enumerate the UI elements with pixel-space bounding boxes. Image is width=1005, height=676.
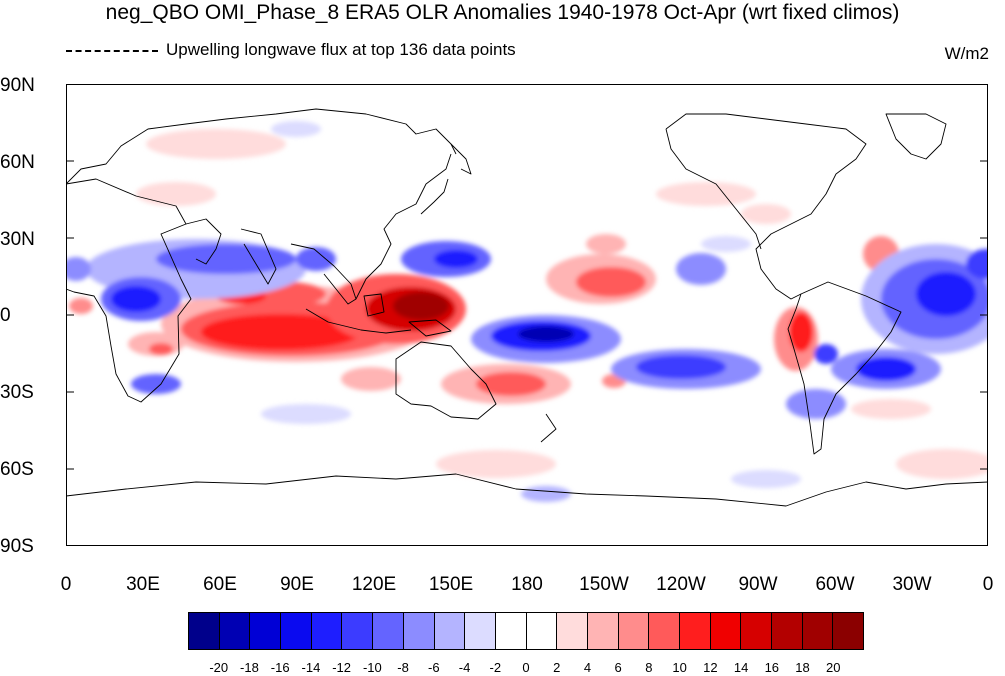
lon-label-90e: 90E — [280, 574, 314, 595]
colorbar-swatch — [189, 613, 220, 649]
lon-label-90w: 90W — [738, 574, 778, 595]
colorbar-tick-label: 20 — [826, 660, 841, 675]
lon-label-180: 180 — [511, 574, 543, 595]
africa-coastline — [66, 178, 192, 403]
colorbar-tick-label: -6 — [428, 660, 440, 675]
colorbar-swatch — [802, 613, 834, 649]
lon-label-0: 0 — [60, 574, 72, 595]
southeast-asia-coastline — [290, 243, 357, 305]
colorbar-swatch — [495, 613, 527, 649]
alaska-coastline — [665, 128, 762, 250]
coastlines — [66, 108, 988, 507]
map-subtitle: Upwelling longwave flux at top 136 data … — [66, 40, 516, 60]
europe-coastline — [66, 108, 457, 185]
lon-label-60e: 60E — [203, 574, 237, 595]
lat-label-60s: 60S — [0, 459, 34, 480]
colorbar-tick-label: 10 — [672, 660, 687, 675]
colorbar-tick-label: 4 — [583, 660, 592, 675]
colorbar-tick-label: 16 — [764, 660, 780, 675]
lon-label-60w: 60W — [815, 574, 855, 595]
colorbar-swatch — [526, 613, 558, 649]
colorbar-swatch — [219, 613, 251, 649]
lat-label-90n: 90N — [0, 75, 35, 96]
north-america-coastline — [665, 113, 867, 300]
colorbar-tick-label: 18 — [795, 660, 810, 675]
colorbar-tick-label: -14 — [301, 660, 321, 675]
colorbar-tick-label: -16 — [270, 660, 290, 675]
colorbar-tick-label: 6 — [614, 660, 622, 675]
colorbar-tick-label: -10 — [362, 660, 382, 675]
tick-marks — [66, 160, 988, 470]
map-title: neg_QBO OMI_Phase_8 ERA5 OLR Anomalies 1… — [105, 1, 900, 24]
greenland-coastline — [885, 113, 947, 160]
japan-coastline — [420, 178, 449, 215]
colorbar-swatch — [710, 613, 742, 649]
colorbar-tick-label: -18 — [240, 660, 259, 675]
lon-label-150e: 150E — [428, 574, 474, 595]
new-guinea-coastline — [408, 319, 452, 337]
colorbar-tick-label: 0 — [522, 660, 530, 675]
colorbar-swatch — [680, 613, 711, 649]
india-coastline — [240, 228, 277, 285]
lon-label-30e: 30E — [126, 574, 160, 595]
lat-label-eq: 0 — [0, 305, 11, 326]
new-zealand-coastline — [540, 413, 557, 443]
colorbar-swatch — [618, 613, 650, 649]
lat-label-30n: 30N — [0, 229, 35, 250]
colorbar-tick-label: -8 — [397, 660, 409, 675]
colorbar-tick-label: -4 — [458, 660, 471, 675]
lon-label-150w: 150W — [579, 574, 629, 595]
colorbar-swatch — [373, 613, 404, 649]
colorbar-tick-label: 8 — [645, 660, 653, 675]
negative-anomalies — [66, 121, 988, 502]
lat-label-90s: 90S — [0, 536, 34, 557]
indonesia-coastline — [305, 308, 412, 334]
lat-label-60n: 60N — [0, 152, 35, 173]
colorbar-swatch — [342, 613, 374, 649]
antarctica-coastline — [66, 473, 988, 507]
colorbar-swatch — [311, 613, 343, 649]
colorbar-swatch — [833, 613, 864, 649]
colorbar-tick-label: -12 — [332, 660, 352, 675]
colorbar-tick-label: 2 — [553, 660, 561, 675]
units-label: W/m2 — [944, 44, 989, 63]
colorbar-swatch — [434, 613, 466, 649]
australia-coastline — [395, 341, 497, 420]
kamchatka-coastline — [450, 143, 472, 175]
colorbar-swatch — [741, 613, 773, 649]
lon-label-120e: 120E — [351, 574, 397, 595]
colorbar-swatch — [465, 613, 496, 649]
colorbar-swatch — [557, 613, 588, 649]
colorbar-tick-label: -2 — [489, 660, 502, 675]
lat-label-30s: 30S — [0, 382, 34, 403]
east-asia-coastline — [355, 153, 452, 300]
colorbar-swatch — [250, 613, 282, 649]
borneo-coastline — [363, 293, 385, 317]
olr-anomaly-map — [66, 84, 988, 546]
colorbar-swatch — [649, 613, 680, 649]
lon-label-0-east: 0 — [982, 574, 994, 595]
south-america-coastline — [787, 281, 902, 455]
colorbar-swatch — [281, 613, 312, 649]
colorbar-swatch — [772, 613, 803, 649]
dashed-line-legend — [66, 49, 158, 52]
colorbar-tick-label: 12 — [703, 660, 718, 675]
arabia-coastline — [185, 218, 222, 265]
colorbar-tick-label: 14 — [733, 660, 749, 675]
lon-label-30w: 30W — [892, 574, 932, 595]
colorbar-swatch — [403, 613, 435, 649]
colorbar-tick-label: -20 — [209, 660, 229, 675]
subtitle-text: Upwelling longwave flux at top 136 data … — [166, 40, 516, 59]
lon-label-120w: 120W — [656, 574, 706, 595]
colorbar — [188, 612, 864, 650]
colorbar-swatch — [587, 613, 619, 649]
